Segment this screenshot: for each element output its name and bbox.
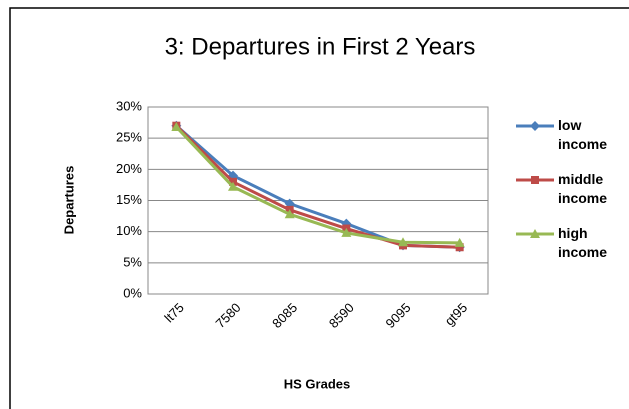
y-tick-label: 30% — [116, 98, 142, 113]
marker — [530, 229, 540, 238]
marker — [171, 121, 182, 131]
y-tick-label: 20% — [116, 161, 142, 176]
y-tick-label: 10% — [116, 223, 142, 238]
marker — [284, 209, 295, 219]
y-tick-label: 25% — [116, 130, 142, 145]
x-axis-title: HS Grades — [284, 376, 350, 391]
chart-title: 3: Departures in First 2 Years — [165, 33, 476, 60]
y-axis-title: Departures — [61, 166, 76, 235]
legend-label: middle income — [558, 171, 608, 206]
marker — [398, 237, 408, 247]
y-tick-label: 5% — [123, 254, 142, 269]
marker — [455, 243, 464, 252]
marker — [454, 237, 465, 247]
series-line — [175, 125, 460, 245]
marker — [341, 227, 352, 237]
legend-label: high income — [558, 225, 608, 260]
marker — [228, 181, 238, 191]
y-tick-label: 15% — [116, 192, 142, 207]
marker — [531, 176, 539, 184]
legend-label: low income — [558, 117, 608, 152]
series-line — [175, 124, 460, 249]
marker — [530, 121, 540, 131]
y-tick-label: 0% — [123, 285, 142, 300]
